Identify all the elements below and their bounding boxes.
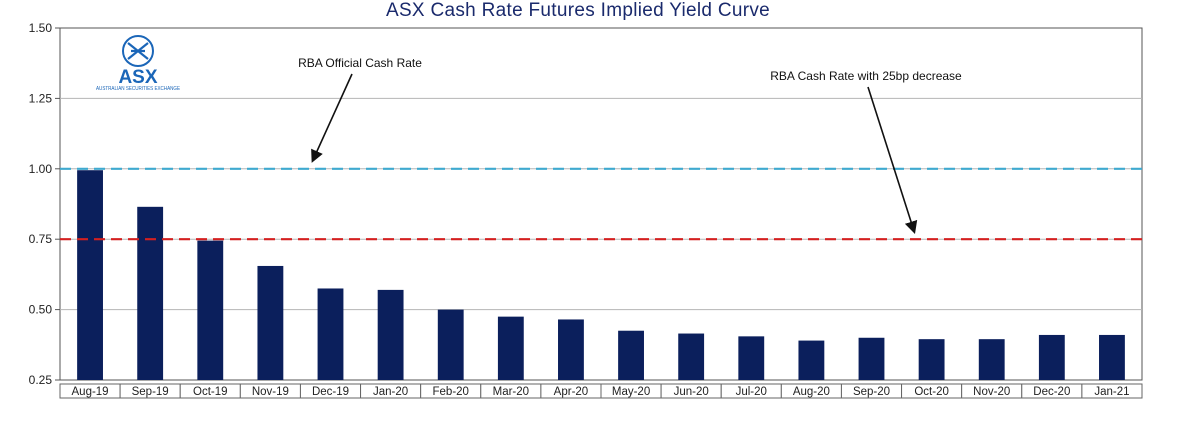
- x-tick-label: Sep-19: [132, 386, 169, 398]
- x-tick-label: Apr-20: [554, 386, 589, 398]
- x-tick-label: Jul-20: [736, 386, 767, 398]
- y-tick-label: 1.00: [29, 162, 53, 176]
- y-tick-label: 0.25: [29, 373, 53, 387]
- asx-logo-emblem-mark: [127, 42, 149, 60]
- asx-logo-name: ASX: [118, 67, 157, 88]
- x-tick-label: Nov-19: [252, 386, 289, 398]
- bar-nov-19: [257, 265, 284, 380]
- y-tick-label: 0.75: [29, 232, 53, 246]
- bar-jul-20: [738, 336, 765, 380]
- plot-area: [59, 27, 1143, 381]
- annotation-official-cash-rate: RBA Official Cash Rate: [298, 56, 422, 70]
- y-tick-label: 1.50: [29, 21, 53, 35]
- bar-mar-20: [497, 316, 524, 380]
- bar-jan-20: [377, 289, 404, 380]
- bars: [77, 170, 1125, 380]
- reference-lines: [60, 167, 1142, 241]
- arrow-25bp-decrease: [867, 86, 918, 235]
- arrow-official-cash-rate: [311, 73, 353, 163]
- bar-aug-20: [798, 340, 825, 380]
- x-tick-label: Aug-19: [72, 386, 109, 398]
- bar-oct-20: [918, 339, 945, 380]
- x-tick-label: May-20: [612, 386, 650, 398]
- x-tick-label: Oct-20: [914, 386, 949, 398]
- x-tick-label: Sep-20: [853, 386, 890, 398]
- annotation-25bp-decrease: RBA Cash Rate with 25bp decrease: [770, 69, 962, 83]
- bar-oct-19: [197, 240, 224, 380]
- bar-jun-20: [678, 333, 705, 380]
- bar-dec-20: [1038, 334, 1065, 380]
- x-tick-label: Nov-20: [973, 386, 1010, 398]
- x-tick-label: Aug-20: [793, 386, 830, 398]
- asx-logo-emblem: [122, 35, 154, 67]
- x-axis: Aug-19 Sep-19 Oct-19 Nov-19 Dec-19 Jan-20 Feb-…: [59, 383, 1143, 399]
- bar-sep-20: [858, 337, 885, 380]
- x-tick-label: Dec-19: [312, 386, 349, 398]
- y-tick-label: 0.50: [29, 303, 53, 317]
- asx-logo: ASX AUSTRALIAN SECURITIES EXCHANGE: [96, 35, 180, 92]
- x-tick-label: Feb-20: [433, 386, 469, 398]
- x-category-box: [1081, 383, 1143, 399]
- bar-jan-21: [1099, 334, 1125, 380]
- bar-dec-19: [317, 288, 344, 380]
- bar-may-20: [618, 330, 644, 380]
- y-tick-label: 1.25: [29, 91, 53, 105]
- x-tick-label: Jan-20: [373, 386, 408, 398]
- x-tick-label: Jan-21: [1094, 386, 1129, 398]
- x-tick-label: Dec-20: [1033, 386, 1070, 398]
- x-tick-label: Oct-19: [193, 386, 228, 398]
- bar-nov-20: [978, 339, 1005, 380]
- bar-sep-19: [137, 206, 164, 380]
- y-axis-ticks: 0.25 0.50 0.75 1.00 1.25 1.50: [29, 21, 60, 387]
- bar-aug-19: [77, 170, 103, 380]
- bar-feb-20: [437, 309, 464, 380]
- chart-title: ASX Cash Rate Futures Implied Yield Curv…: [385, 0, 771, 21]
- x-tick-label: Jun-20: [674, 386, 709, 398]
- bar-apr-20: [558, 319, 584, 380]
- asx-logo-subtitle: AUSTRALIAN SECURITIES EXCHANGE: [96, 86, 180, 92]
- x-tick-label: Mar-20: [493, 386, 529, 398]
